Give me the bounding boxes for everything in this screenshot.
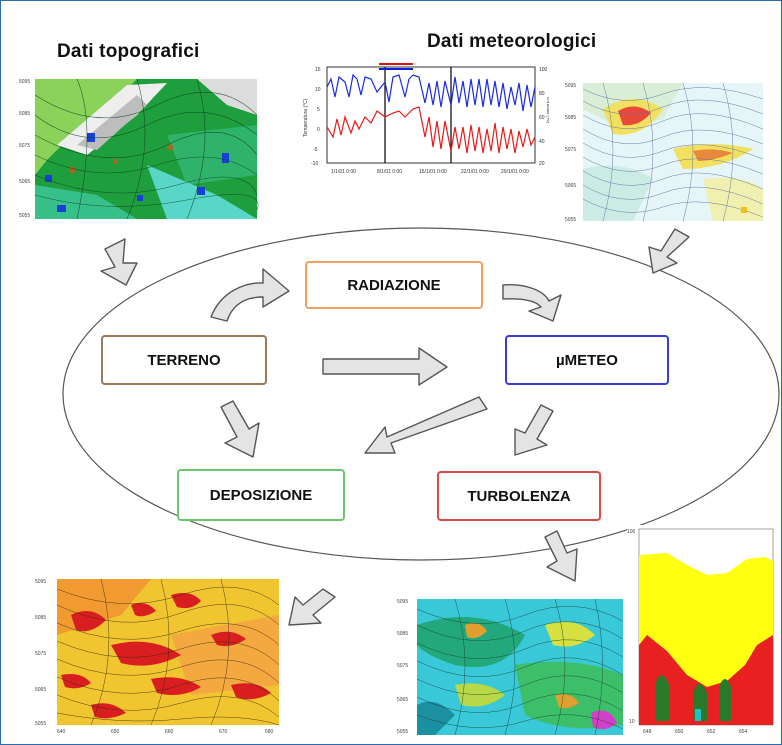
- svg-text:40: 40: [539, 139, 545, 145]
- mumeteo-to-turbolenza-arrow: [514, 404, 554, 456]
- svg-text:650: 650: [111, 729, 120, 735]
- svg-text:652: 652: [707, 729, 716, 735]
- svg-text:15/1/01 0:00: 15/1/01 0:00: [419, 169, 447, 175]
- svg-text:5055: 5055: [35, 721, 46, 727]
- svg-text:60: 60: [539, 115, 545, 121]
- wind-field-map-image: 5095 5085 5075 5065 5055: [563, 79, 767, 231]
- svg-text:-10: -10: [311, 161, 318, 167]
- svg-text:Temperatura (°C): Temperatura (°C): [303, 98, 309, 137]
- vertical-profile-image: 100 10 648 650 652 654: [627, 525, 777, 737]
- svg-text:1/1/01 0:00: 1/1/01 0:00: [331, 169, 356, 175]
- svg-text:5065: 5065: [35, 687, 46, 693]
- svg-text:22/1/01 0:00: 22/1/01 0:00: [461, 169, 489, 175]
- radiazione-to-mumeteo-arrow: [502, 284, 562, 322]
- svg-text:640: 640: [57, 729, 66, 735]
- node-radiazione: RADIAZIONE: [305, 261, 483, 309]
- svg-text:5055: 5055: [565, 217, 576, 223]
- ellipse-to-turbulence-arrow: [544, 530, 578, 582]
- svg-text:20: 20: [539, 161, 545, 167]
- svg-text:80: 80: [539, 91, 545, 97]
- svg-text:0: 0: [317, 127, 320, 133]
- svg-text:29/1/01 0:00: 29/1/01 0:00: [501, 169, 529, 175]
- svg-text:5055: 5055: [397, 729, 408, 735]
- svg-text:5095: 5095: [565, 83, 576, 89]
- node-mumeteo: µMETEO: [505, 335, 669, 385]
- svg-text:5055: 5055: [19, 213, 30, 219]
- svg-text:5065: 5065: [565, 183, 576, 189]
- svg-text:Umidità (%): Umidità (%): [545, 97, 549, 123]
- svg-text:100: 100: [627, 529, 636, 535]
- svg-text:10: 10: [629, 719, 635, 725]
- node-terreno: TERRENO: [101, 335, 267, 385]
- deposition-map-image: 5095 5085 5075 5065 5055 640 650 660 670 680: [31, 575, 283, 737]
- title-meteorological-data: Dati meteorologici: [427, 31, 597, 52]
- mumeteo-to-deposizione-arrow: [364, 396, 488, 454]
- topo-to-ellipse-arrow: [100, 238, 138, 286]
- ellipse-to-deposition-arrow: [288, 588, 336, 626]
- svg-text:5075: 5075: [565, 147, 576, 153]
- node-turbolenza: TURBOLENZA: [437, 471, 601, 521]
- terreno-to-mumeteo-arrow: [322, 347, 448, 386]
- topographic-map-image: 5095 5085 5075 5065 5055: [17, 75, 263, 227]
- node-deposizione: DEPOSIZIONE: [177, 469, 345, 521]
- svg-text:5085: 5085: [397, 631, 408, 637]
- svg-text:5085: 5085: [19, 111, 30, 117]
- terreno-to-deposizione-arrow: [220, 400, 260, 458]
- svg-text:8/1/01 0:00: 8/1/01 0:00: [377, 169, 402, 175]
- svg-text:15: 15: [315, 67, 321, 73]
- svg-text:5095: 5095: [397, 599, 408, 605]
- title-topographic-data: Dati topografici: [57, 41, 200, 62]
- terreno-to-radiazione-arrow: [210, 268, 290, 322]
- turbulence-map-image: 5095 5085 5075 5065 5055: [395, 595, 625, 743]
- temperature-timeseries-image: 15 10 5 0 -5 -10 100 80 60 40 20 1/1/01 0:00 8/1/0…: [301, 57, 549, 187]
- svg-text:5065: 5065: [19, 179, 30, 185]
- svg-text:660: 660: [165, 729, 174, 735]
- svg-text:5085: 5085: [35, 615, 46, 621]
- wind-to-ellipse-arrow: [648, 228, 690, 274]
- svg-text:5075: 5075: [397, 663, 408, 669]
- svg-text:5095: 5095: [35, 579, 46, 585]
- svg-text:5095: 5095: [19, 79, 30, 85]
- svg-text:5075: 5075: [19, 143, 30, 149]
- svg-text:648: 648: [643, 729, 652, 735]
- svg-text:5: 5: [317, 107, 320, 113]
- process-ellipse: [62, 227, 780, 561]
- svg-text:5075: 5075: [35, 651, 46, 657]
- svg-text:100: 100: [539, 67, 548, 73]
- svg-text:650: 650: [675, 729, 684, 735]
- svg-text:670: 670: [219, 729, 228, 735]
- svg-text:5065: 5065: [397, 697, 408, 703]
- svg-text:654: 654: [739, 729, 748, 735]
- svg-text:-5: -5: [313, 147, 318, 153]
- svg-text:680: 680: [265, 729, 274, 735]
- svg-text:5085: 5085: [565, 115, 576, 121]
- svg-text:10: 10: [315, 87, 321, 93]
